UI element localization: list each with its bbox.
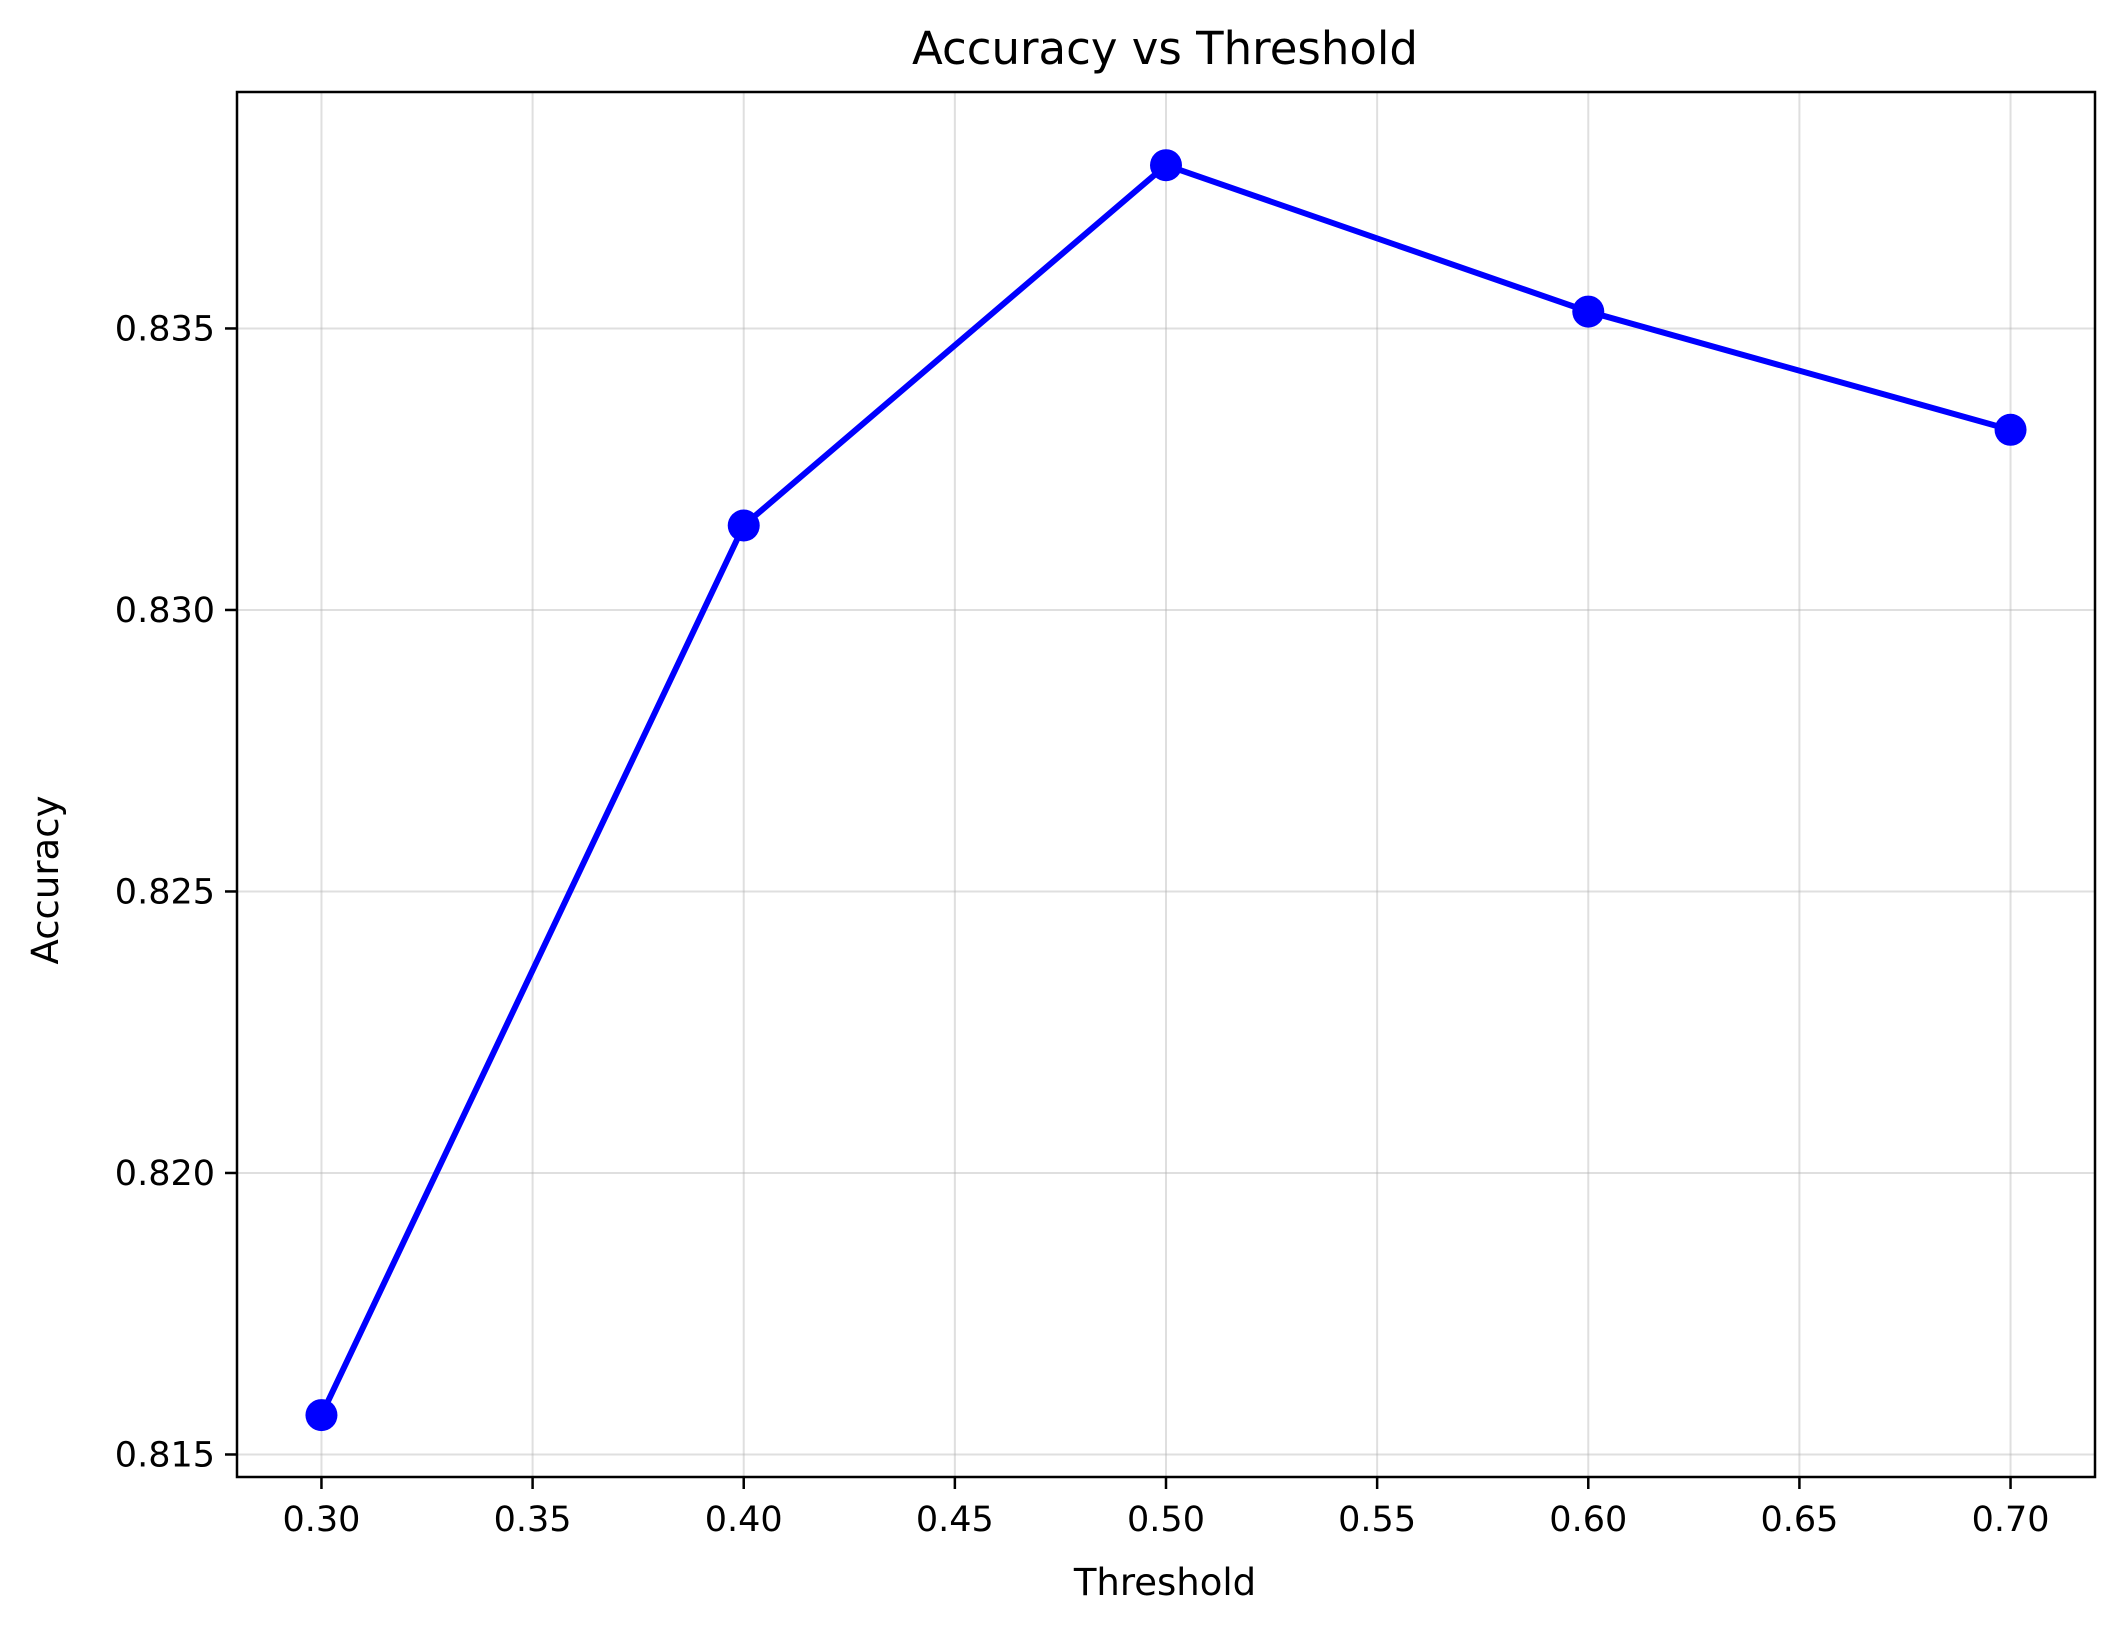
x-tick-label: 0.35 xyxy=(494,1500,572,1540)
x-axis-label: Threshold xyxy=(1073,1561,1256,1604)
x-tick-label: 0.70 xyxy=(1972,1500,2050,1540)
x-tick-label: 0.45 xyxy=(916,1500,994,1540)
y-tick-label: 0.830 xyxy=(115,591,215,631)
y-tick-label: 0.835 xyxy=(115,309,215,349)
y-axis-label: Accuracy xyxy=(24,796,67,965)
data-point xyxy=(305,1399,338,1432)
data-point xyxy=(1150,149,1182,182)
x-tick-label: 0.50 xyxy=(1127,1500,1205,1540)
x-tick-label: 0.55 xyxy=(1338,1500,1416,1540)
x-tick-label: 0.60 xyxy=(1549,1500,1627,1540)
data-point xyxy=(1572,295,1605,328)
chart-title: Accuracy vs Threshold xyxy=(912,22,1418,75)
series-layer xyxy=(305,149,2027,1432)
y-tick-label: 0.825 xyxy=(115,872,215,912)
data-point xyxy=(727,509,760,542)
grid-lines xyxy=(237,92,2095,1477)
x-tick-label: 0.40 xyxy=(705,1500,783,1540)
data-point xyxy=(1994,413,2027,446)
x-tick-label: 0.30 xyxy=(282,1500,360,1540)
y-axis-ticks: 0.815 0.820 0.825 0.830 0.835 xyxy=(115,309,237,1475)
y-tick-label: 0.815 xyxy=(115,1435,215,1475)
x-tick-label: 0.65 xyxy=(1760,1500,1838,1540)
x-axis-ticks: 0.30 0.35 0.40 0.45 0.50 0.55 0.60 0.65 0.70 xyxy=(282,1477,2050,1540)
y-tick-label: 0.820 xyxy=(115,1154,215,1194)
